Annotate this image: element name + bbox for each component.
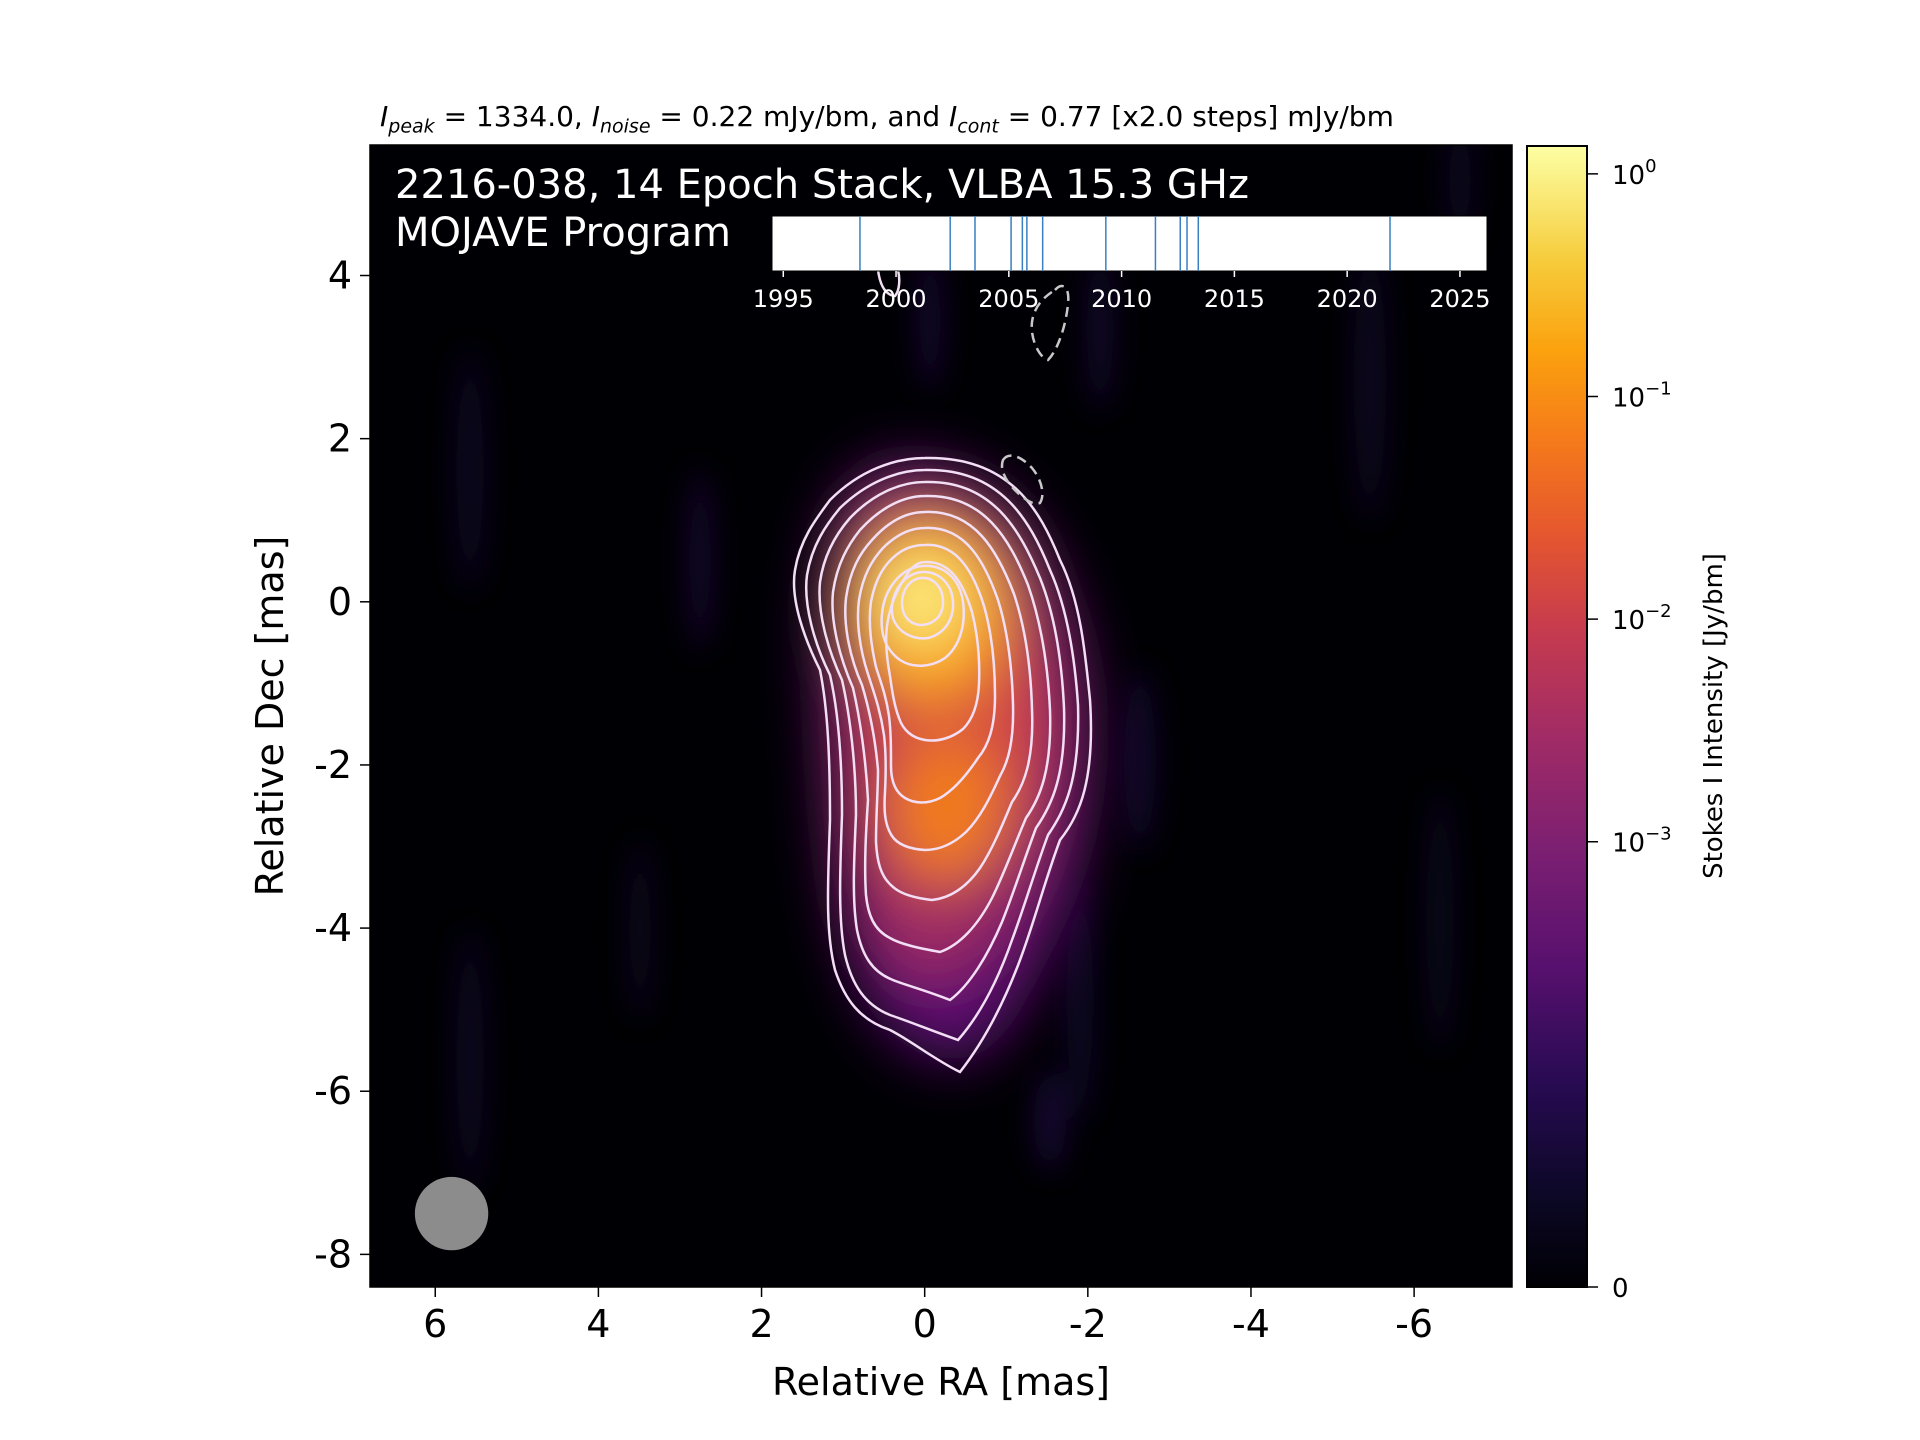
colorbar-frame — [1526, 145, 1588, 1288]
y-tick-label: -2 — [314, 743, 352, 787]
timeline-tick-label: 2000 — [866, 285, 927, 313]
contour-level-3 — [818, 480, 1066, 1002]
epoch-timeline-box — [771, 215, 1488, 272]
contour-level-9 — [880, 564, 965, 667]
contour-level-7 — [868, 543, 997, 804]
colorbar — [1527, 146, 1587, 1287]
y-axis-label: Relative Dec [mas] — [248, 536, 292, 897]
x-tick-label: -6 — [1395, 1302, 1433, 1346]
x-tick-label: 0 — [913, 1302, 937, 1346]
contour-level-1 — [792, 456, 1093, 1074]
contour-level-10 — [890, 570, 955, 640]
x-tick-label: -2 — [1069, 1302, 1107, 1346]
negative-contour-2 — [1030, 284, 1070, 362]
x-tick-label: 2 — [749, 1302, 773, 1346]
colorbar-tick-label: 0 — [1612, 1274, 1629, 1304]
y-tick-label: 0 — [328, 580, 352, 624]
timeline-tick-label: 2010 — [1091, 285, 1152, 313]
y-tick-label: 2 — [328, 417, 352, 461]
plot-frame — [369, 144, 1513, 1288]
negative-contour-group — [1000, 284, 1070, 505]
colorbar-tick-label: 10−2 — [1612, 601, 1672, 636]
y-tick-label: -6 — [314, 1069, 352, 1113]
plot-title: Ipeak = 1334.0, Inoise = 0.22 mJy/bm, an… — [380, 100, 1394, 138]
x-tick-label: -4 — [1232, 1302, 1270, 1346]
colorbar-tick-label: 10−3 — [1612, 824, 1672, 859]
contour-level-5 — [844, 510, 1034, 902]
y-tick-label: -8 — [314, 1232, 352, 1276]
contour-level-6 — [856, 526, 1015, 852]
contour-level-4 — [831, 494, 1052, 954]
contour-group — [792, 269, 1093, 1074]
timeline-tick-label: 2025 — [1429, 285, 1490, 313]
contour-level-2 — [805, 468, 1080, 1042]
epoch-timeline: 1995 2000 2005 2010 2015 2020 2025 — [753, 215, 1490, 313]
x-tick-label: 4 — [586, 1302, 610, 1346]
timeline-tick-label: 1995 — [753, 285, 814, 313]
contour-level-11 — [900, 576, 945, 627]
y-tick-label: -4 — [314, 906, 352, 950]
y-tick-label: 4 — [328, 254, 352, 298]
source-annotation-line2: MOJAVE Program — [395, 210, 731, 256]
contour-north-spur — [876, 269, 901, 298]
negative-contour-1 — [1000, 454, 1044, 505]
timeline-tick-label: 2005 — [978, 285, 1039, 313]
intensity-map — [414, 145, 1472, 1251]
x-tick-label: 6 — [423, 1302, 447, 1346]
timeline-tick-label: 2015 — [1204, 285, 1265, 313]
colorbar-tick-label: 10−1 — [1612, 378, 1672, 413]
source-annotation-line1: 2216-038, 14 Epoch Stack, VLBA 15.3 GHz — [395, 162, 1249, 208]
colorbar-tick-label: 100 — [1612, 156, 1657, 191]
colorbar-label: Stokes I Intensity [Jy/bm] — [1699, 553, 1729, 879]
x-axis-label: Relative RA [mas] — [772, 1360, 1110, 1404]
timeline-tick-label: 2020 — [1317, 285, 1378, 313]
beam-ellipse — [414, 1176, 489, 1251]
